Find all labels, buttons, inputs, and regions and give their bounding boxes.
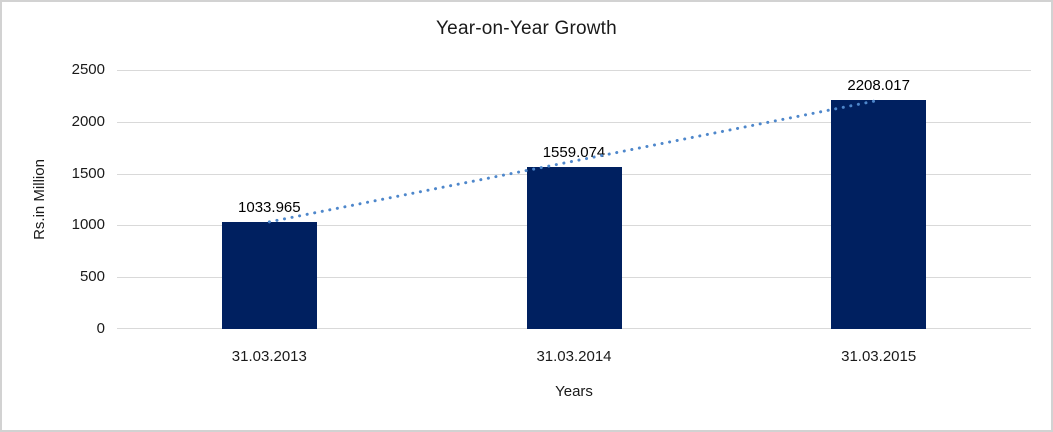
bar-31.03.2014 [526,167,622,329]
x-tick-label: 31.03.2014 [536,348,612,365]
y-tick-label: 0 [96,320,105,337]
y-axis-title: Rs.in Million [24,70,54,329]
bar-31.03.2013 [221,221,317,329]
y-tick-label: 1500 [71,164,105,182]
bar-31.03.2015 [831,100,927,329]
y-tick-label: 2500 [71,61,105,78]
y-tick-label: 2000 [71,112,105,130]
bar-value-label: 1559.074 [542,144,606,162]
bar-value-label: 2208.017 [847,77,910,95]
y-tick-label: 500 [79,268,105,286]
chart-title: Year-on-Year Growth [436,18,617,39]
x-axis-title: Years [555,383,593,400]
x-tick-label: 31.03.2015 [841,348,917,365]
bar-value-label: 1033.965 [238,198,301,216]
y-tick-label: 1000 [71,216,105,234]
x-tick-label: 31.03.2013 [231,348,307,365]
plot-area: 0 500 1000 1500 2000 2500 1033.965 31.03.2013 15… [72,61,1031,365]
gridline [117,70,1031,71]
